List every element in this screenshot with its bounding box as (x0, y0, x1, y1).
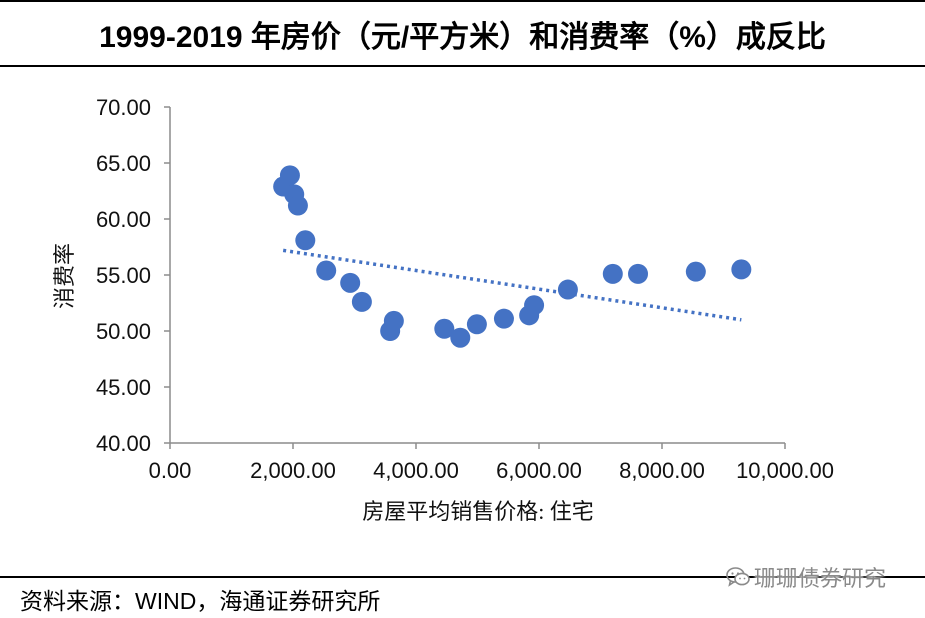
y-axis-title: 消费率 (52, 243, 77, 309)
data-point (434, 318, 455, 339)
title-rule (0, 65, 925, 67)
data-point (450, 327, 471, 348)
y-tick-label: 55.00 (96, 263, 151, 288)
data-point (685, 261, 706, 282)
data-points (273, 165, 752, 348)
y-tick-label: 65.00 (96, 151, 151, 176)
data-point (466, 314, 487, 335)
x-tick-label: 2,000.00 (250, 458, 336, 483)
trendline-layer (282, 248, 742, 322)
watermark: 珊珊债券研究 (726, 564, 887, 591)
data-point (628, 263, 649, 284)
data-point (602, 263, 623, 284)
data-point (287, 195, 308, 216)
data-point (493, 308, 514, 329)
wechat-icon (726, 566, 750, 588)
x-tick-label: 10,000.00 (736, 458, 834, 483)
y-tick-label: 60.00 (96, 207, 151, 232)
data-point (524, 295, 545, 316)
axes: 40.00 45.00 50.00 55.00 60.00 65.00 70.00 0.00 2… (96, 95, 834, 483)
x-tick-label: 8,000.00 (619, 458, 705, 483)
y-tick-label: 45.00 (96, 375, 151, 400)
data-point (557, 279, 578, 300)
y-tick-label: 40.00 (96, 431, 151, 456)
data-point (383, 310, 404, 331)
data-point (316, 260, 337, 281)
watermark-text: 珊珊债券研究 (754, 566, 887, 591)
y-tick-label: 70.00 (96, 95, 151, 120)
data-point (351, 291, 372, 312)
data-point (731, 259, 752, 280)
data-point (340, 272, 361, 293)
x-tick-label: 4,000.00 (373, 458, 459, 483)
top-rule (0, 0, 925, 2)
y-tick-label: 50.00 (96, 319, 151, 344)
x-tick-label: 0.00 (149, 458, 192, 483)
bottom-rule (0, 576, 925, 578)
x-tick-label: 6,000.00 (496, 458, 582, 483)
trendline (282, 248, 742, 322)
source-note: 资料来源：WIND，海通证券研究所 (20, 588, 381, 614)
data-point (279, 165, 300, 186)
chart-title: 1999-2019 年房价（元/平方米）和消费率（%）成反比 (99, 21, 826, 54)
data-point (295, 230, 316, 251)
x-axis-title: 房屋平均销售价格: 住宅 (362, 499, 594, 524)
